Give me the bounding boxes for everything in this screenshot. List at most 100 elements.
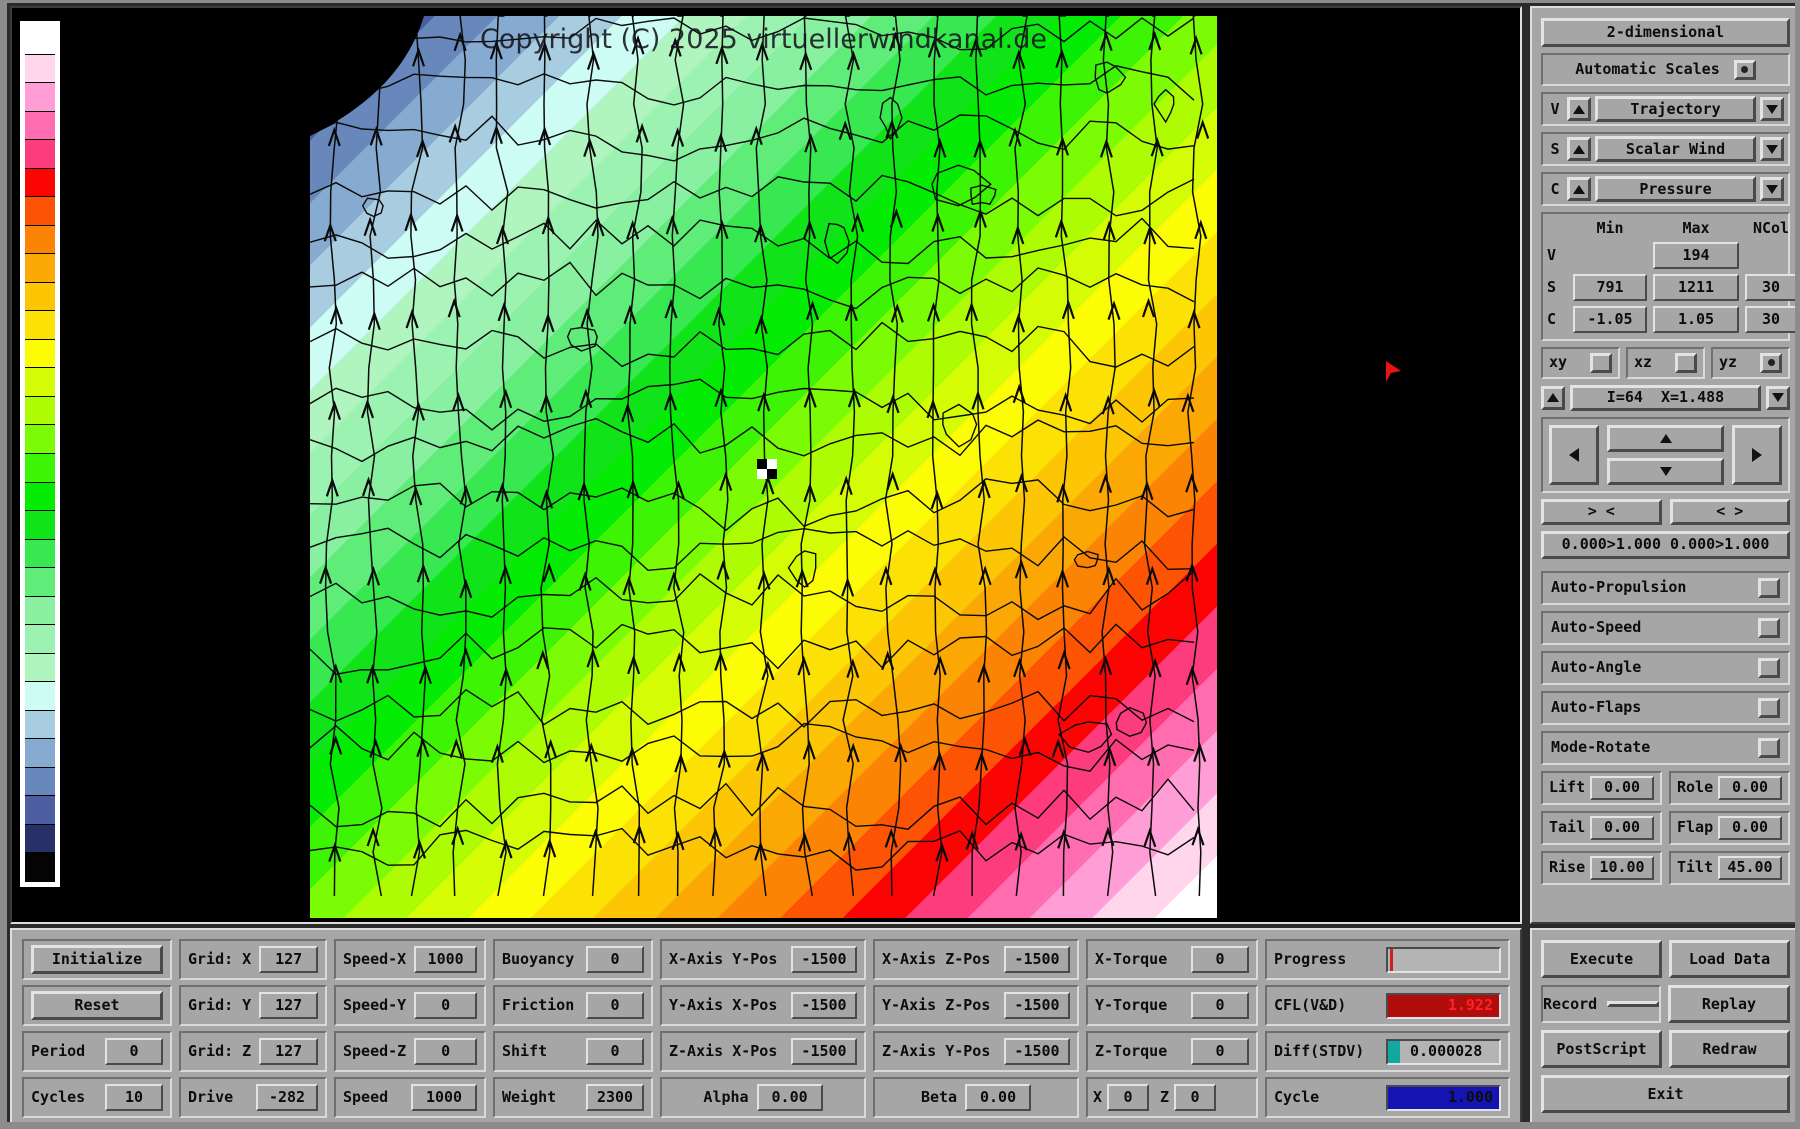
- s-ncol-value[interactable]: 30: [1745, 273, 1795, 301]
- role-value[interactable]: 0.00: [1718, 775, 1782, 800]
- initialize-button[interactable]: Initialize: [31, 945, 163, 974]
- dimension-mode-button[interactable]: 2-dimensional: [1541, 18, 1790, 47]
- cycles-value[interactable]: 10: [105, 1084, 163, 1111]
- period-value[interactable]: 0: [105, 1038, 163, 1065]
- triangle-up-icon: [1573, 184, 1585, 194]
- scalar-up-button[interactable]: [1567, 137, 1591, 161]
- speed-y-value[interactable]: 0: [414, 992, 477, 1019]
- pan-up-button[interactable]: [1607, 424, 1724, 452]
- slice-up-button[interactable]: [1541, 385, 1565, 410]
- speed-value[interactable]: 1000: [411, 1084, 477, 1111]
- cycle-label: Cycle: [1274, 1088, 1320, 1107]
- grid-y-value[interactable]: 127: [259, 992, 318, 1019]
- auto-speed-toggle[interactable]: [1758, 617, 1780, 638]
- v-max-value[interactable]: 194: [1653, 241, 1739, 269]
- friction-value[interactable]: 0: [586, 992, 644, 1019]
- auto-speed-label: Auto-Speed: [1551, 618, 1642, 637]
- auto-flaps-toggle[interactable]: [1758, 697, 1780, 718]
- s-max-value[interactable]: 1211: [1653, 273, 1739, 301]
- grid-z-value[interactable]: 127: [259, 1038, 318, 1065]
- tilt-group: Tilt 45.00: [1669, 850, 1790, 885]
- contour-down-button[interactable]: [1760, 177, 1784, 201]
- z-axis-y-pos-value[interactable]: -1500: [1004, 1038, 1070, 1065]
- x-torque-value[interactable]: 0: [1191, 946, 1249, 973]
- postscript-button[interactable]: PostScript: [1541, 1030, 1662, 1068]
- pan-left-button[interactable]: [1549, 424, 1599, 485]
- progress-bar: [1386, 946, 1501, 973]
- speed-z-value[interactable]: 0: [414, 1038, 477, 1065]
- scale-color-block: [25, 511, 55, 540]
- tail-value[interactable]: 0.00: [1590, 815, 1654, 840]
- speed-x-value[interactable]: 1000: [414, 946, 477, 973]
- replay-button[interactable]: Replay: [1668, 985, 1790, 1023]
- auto-propulsion-toggle[interactable]: [1758, 577, 1780, 598]
- scale-color-block: [25, 796, 55, 825]
- contour-up-button[interactable]: [1567, 177, 1591, 201]
- scale-color-block: [25, 26, 55, 55]
- flap-value[interactable]: 0.00: [1718, 815, 1782, 840]
- x-pos-value[interactable]: 0: [1107, 1084, 1150, 1111]
- vector-selector[interactable]: Trajectory: [1595, 96, 1756, 122]
- color-scale: [20, 21, 60, 887]
- contour-plot[interactable]: Copyright (C) 2025 virtuellerwindkanal.d…: [310, 16, 1217, 918]
- contour-selector[interactable]: Pressure: [1595, 176, 1756, 202]
- plane-xz-toggle[interactable]: [1675, 352, 1697, 373]
- cfl-label: CFL(V&D): [1274, 996, 1347, 1015]
- c-ncol-value[interactable]: 30: [1745, 305, 1795, 333]
- pan-down-button[interactable]: [1607, 457, 1724, 485]
- y-axis-x-pos-value[interactable]: -1500: [791, 992, 857, 1019]
- tail-label: Tail: [1549, 818, 1586, 837]
- lift-value[interactable]: 0.00: [1590, 775, 1654, 800]
- automatic-scales-radio[interactable]: [1733, 59, 1756, 80]
- buoyancy-value[interactable]: 0: [586, 946, 644, 973]
- mode-rotate-toggle[interactable]: [1758, 737, 1780, 758]
- x-axis-z-pos-value[interactable]: -1500: [1004, 946, 1070, 973]
- scale-color-block: [25, 111, 55, 141]
- vector-down-button[interactable]: [1760, 97, 1784, 121]
- triangle-up-icon: [1573, 104, 1585, 114]
- x-axis-y-pos-value[interactable]: -1500: [791, 946, 857, 973]
- z-pos-value[interactable]: 0: [1174, 1084, 1217, 1111]
- cycles-label: Cycles: [31, 1088, 86, 1107]
- shift-value[interactable]: 0: [586, 1038, 644, 1065]
- execute-button[interactable]: Execute: [1541, 940, 1662, 978]
- slice-down-button[interactable]: [1766, 385, 1790, 410]
- rise-value[interactable]: 10.00: [1590, 855, 1654, 880]
- record-toggle[interactable]: [1607, 1001, 1659, 1007]
- auto-angle-toggle[interactable]: [1758, 657, 1780, 678]
- zoom-in-button[interactable]: > <: [1541, 498, 1662, 525]
- c-min-value[interactable]: -1.05: [1573, 305, 1647, 333]
- lift-group: Lift 0.00: [1541, 770, 1662, 805]
- grid-x-value[interactable]: 127: [259, 946, 318, 973]
- exit-button[interactable]: Exit: [1541, 1075, 1790, 1113]
- triangle-up-icon: [1547, 393, 1559, 402]
- plane-xy-toggle[interactable]: [1590, 352, 1612, 373]
- z-torque-value[interactable]: 0: [1191, 1038, 1249, 1065]
- scalar-selector[interactable]: Scalar Wind: [1595, 136, 1756, 162]
- s-min-value[interactable]: 791: [1573, 273, 1647, 301]
- y-axis-z-pos-value[interactable]: -1500: [1004, 992, 1070, 1019]
- ncol-header: NCol: [1752, 219, 1790, 237]
- c-max-value[interactable]: 1.05: [1653, 305, 1739, 333]
- beta-value[interactable]: 0.00: [965, 1084, 1032, 1111]
- alpha-value[interactable]: 0.00: [756, 1084, 823, 1111]
- scalar-down-button[interactable]: [1760, 137, 1784, 161]
- scale-color-block: [25, 282, 55, 312]
- weight-value[interactable]: 2300: [586, 1084, 644, 1111]
- mode-rotate-group: Mode-Rotate: [1541, 730, 1790, 765]
- auto-propulsion-label: Auto-Propulsion: [1551, 578, 1687, 597]
- plane-yz-toggle[interactable]: [1760, 352, 1782, 373]
- vector-up-button[interactable]: [1567, 97, 1591, 121]
- drive-value[interactable]: -282: [256, 1084, 318, 1111]
- scale-color-block: [25, 83, 55, 112]
- tilt-value[interactable]: 45.00: [1718, 855, 1782, 880]
- pan-right-button[interactable]: [1732, 424, 1782, 485]
- z-axis-x-pos-value[interactable]: -1500: [791, 1038, 857, 1065]
- y-torque-value[interactable]: 0: [1191, 992, 1249, 1019]
- redraw-button[interactable]: Redraw: [1669, 1030, 1790, 1068]
- contour-key-label: C: [1550, 179, 1560, 198]
- zoom-out-button[interactable]: < >: [1669, 498, 1790, 525]
- load-data-button[interactable]: Load Data: [1669, 940, 1790, 978]
- right-control-panel: 2-dimensional Automatic Scales V Traject…: [1530, 6, 1795, 924]
- reset-button[interactable]: Reset: [31, 991, 163, 1020]
